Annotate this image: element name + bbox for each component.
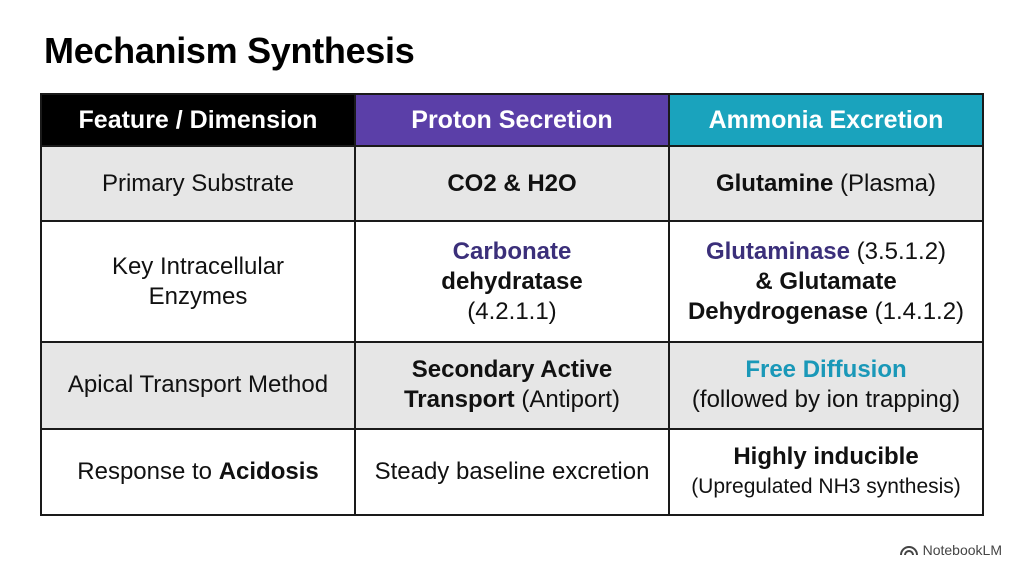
proton-cell: Steady baseline excretion xyxy=(354,427,670,516)
mechanism-table: Feature / Dimension Proton Secretion Amm… xyxy=(40,93,984,516)
page-title: Mechanism Synthesis xyxy=(44,30,415,71)
ammonia-cell: Free Diffusion (followed by ion trapping… xyxy=(668,341,984,430)
proton-cell: Secondary Active Transport (Antiport) xyxy=(354,341,670,430)
notebooklm-logo-icon xyxy=(899,544,918,556)
table-row: Apical Transport Method Secondary Active… xyxy=(40,341,984,430)
header-proton-secretion: Proton Secretion xyxy=(354,93,670,147)
feature-cell: Key Intracellular Enzymes xyxy=(40,220,356,344)
proton-cell: Carbonate dehydratase (4.2.1.1) xyxy=(354,220,670,344)
brand-watermark: NotebookLM xyxy=(899,542,1002,558)
header-ammonia-excretion: Ammonia Excretion xyxy=(668,93,984,147)
table-row: Primary Substrate CO2 & H2O Glutamine (P… xyxy=(40,144,984,223)
feature-cell: Apical Transport Method xyxy=(40,341,356,430)
table-row: Key Intracellular Enzymes Carbonate dehy… xyxy=(40,220,984,344)
table-row: Response to Acidosis Steady baseline exc… xyxy=(40,427,984,516)
ammonia-cell: Glutamine (Plasma) xyxy=(668,144,984,223)
header-feature: Feature / Dimension xyxy=(40,93,356,147)
feature-cell: Primary Substrate xyxy=(40,144,356,223)
table-header-row: Feature / Dimension Proton Secretion Amm… xyxy=(40,93,984,147)
brand-label: NotebookLM xyxy=(922,542,1002,558)
proton-cell: CO2 & H2O xyxy=(354,144,670,223)
feature-cell: Response to Acidosis xyxy=(40,427,356,516)
ammonia-cell: Glutaminase (3.5.1.2) & Glutamate Dehydr… xyxy=(668,220,984,344)
ammonia-cell: Highly inducible (Upregulated NH3 synthe… xyxy=(668,427,984,516)
